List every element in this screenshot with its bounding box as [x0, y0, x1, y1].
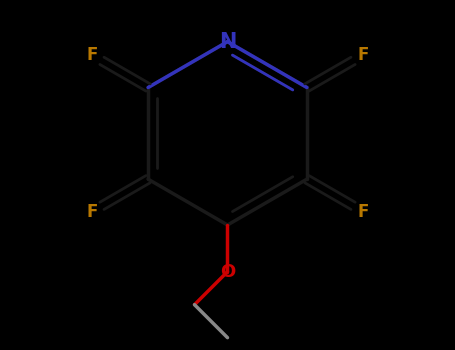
- Text: N: N: [219, 32, 236, 52]
- Text: F: F: [358, 46, 369, 64]
- Text: F: F: [358, 203, 369, 220]
- Text: O: O: [220, 262, 235, 281]
- Text: F: F: [86, 46, 97, 64]
- Text: F: F: [86, 203, 97, 220]
